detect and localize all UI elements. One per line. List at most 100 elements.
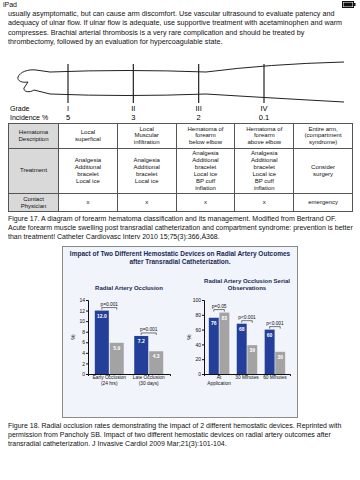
cell-line: above elbow <box>236 139 292 146</box>
table-cell: LocalMuscularinfiltration <box>117 124 176 149</box>
tick: Early Occlusion(24 hrs) <box>93 374 127 386</box>
cell-line: bracelet <box>119 171 175 178</box>
cell-line: x <box>236 199 292 206</box>
tick-mark <box>202 374 204 375</box>
bracket <box>102 308 117 310</box>
cell-line: Local ice <box>60 178 116 185</box>
annotation: p=0.001 <box>140 327 158 332</box>
bar <box>110 343 124 374</box>
grade-marker <box>67 64 68 103</box>
cell-line: Analgesia <box>236 150 292 157</box>
tick-mark <box>202 359 204 360</box>
tick-label: Late Occlusion(30 days) <box>133 375 165 386</box>
tick-mark <box>86 374 88 375</box>
chart-svg: Impact of Two Different Hemostatic Devic… <box>62 246 298 418</box>
bracket <box>242 321 253 323</box>
tick-mark <box>86 311 88 312</box>
data-label: 76 <box>211 320 217 326</box>
cell-line: forearm <box>236 132 292 139</box>
table-cell: emergency <box>294 194 353 212</box>
caption: Figure 17. A diagram of forearm hematoma… <box>8 214 353 241</box>
arm-outline <box>18 70 50 94</box>
table-cell: AnalgesiaAdditionalbraceletLocal iceBP c… <box>176 148 235 193</box>
bars <box>209 313 285 374</box>
data-label: 4.3 <box>153 353 160 359</box>
battery-body <box>343 2 354 8</box>
annotation: p<0.001 <box>266 321 284 326</box>
bar <box>237 324 247 374</box>
bar <box>247 345 257 374</box>
grade-marker <box>263 64 264 103</box>
tick: 8 <box>82 329 88 335</box>
grade-label: III <box>196 104 202 113</box>
tick-label: 20 <box>195 356 201 362</box>
bracket <box>214 310 225 312</box>
table-cell: Entire arm,(compartmentsyndrome) <box>294 124 353 149</box>
grade-label: II <box>131 104 135 113</box>
table-cell: Hematoma offorearmabove elbow <box>235 124 294 149</box>
tick-label: Early Occlusion(24 hrs) <box>93 375 127 386</box>
grade-label: I <box>67 104 69 113</box>
bar <box>95 311 109 374</box>
tick-mark <box>86 300 88 301</box>
tick-label: 2 <box>82 361 85 367</box>
status-bar: iPad <box>0 0 360 9</box>
table-cell: x <box>59 194 118 212</box>
tick: 0 <box>82 371 88 377</box>
row-header: Hematoma Description <box>9 124 59 149</box>
tick-label: 14 <box>79 297 85 303</box>
cell-line: BP cuff <box>178 178 234 185</box>
tick-mark <box>86 332 88 333</box>
text-line: (30 days) <box>139 381 159 386</box>
cell-line: emergency <box>295 199 351 206</box>
cell-line: Hematoma of <box>236 126 292 133</box>
cell-line: x <box>119 199 175 206</box>
tick-label: 0 <box>198 371 201 377</box>
table-cell: x <box>117 194 176 212</box>
tick-label: 10 <box>79 318 85 324</box>
cell-line: Local ice <box>119 178 175 185</box>
tick: 40 <box>195 342 204 348</box>
cell-line: forearm <box>178 132 234 139</box>
tick-label: 8 <box>82 329 85 335</box>
tick-mark <box>86 363 88 364</box>
data-label: 5.9 <box>113 345 120 351</box>
tick-mark <box>202 300 204 301</box>
data-label: 60 <box>267 332 273 338</box>
table-cell: AnalgesiaAdditionalbraceletLocal ice <box>59 148 118 193</box>
battery-icon <box>342 1 356 8</box>
tick: 30 Minutes <box>235 374 259 380</box>
table-row: TreatmentAnalgesiaAdditionalbraceletLoca… <box>9 148 353 193</box>
text-line: 30 Minutes <box>235 375 259 380</box>
tick: 0 <box>198 371 204 377</box>
tick-label: 100 <box>193 297 202 303</box>
paragraph: usually asymptomatic, but can cause arm … <box>8 9 353 47</box>
cell-line: bracelet <box>178 164 234 171</box>
arm-outline <box>50 94 344 102</box>
incidence-value: 5 <box>66 113 70 122</box>
tick: 20 <box>195 356 204 362</box>
cell-line: inflation <box>178 185 234 192</box>
text-line: after Transradial Catheterization. <box>129 258 230 265</box>
incidence-value: 3 <box>131 113 135 122</box>
cell-line: BP cuff <box>236 178 292 185</box>
text-line: (24 hrs) <box>101 381 118 386</box>
table-row: Contact Physicianxxxxemergency <box>9 194 353 212</box>
tick-mark <box>202 330 204 331</box>
tick-mark <box>86 353 88 354</box>
bar <box>149 351 163 374</box>
text-line: Impact of Two Different Hemostatic Devic… <box>70 250 291 258</box>
tick: Late Occlusion(30 days) <box>133 374 165 386</box>
incidence-value: 2 <box>197 113 201 122</box>
cell-line: superfical <box>60 136 116 143</box>
tick-mark <box>202 344 204 345</box>
table-cell: AnalgesiaAdditionalbraceletLocal ice <box>117 148 176 193</box>
cell-line: Muscular <box>119 132 175 139</box>
data-label: 39 <box>250 347 256 353</box>
bar <box>265 330 275 374</box>
axis-line <box>86 301 89 375</box>
text-line: 60 Minutes <box>263 375 287 380</box>
tick-mark <box>86 342 88 343</box>
row-header: Contact Physician <box>9 194 59 212</box>
cell-line: Additional <box>119 164 175 171</box>
